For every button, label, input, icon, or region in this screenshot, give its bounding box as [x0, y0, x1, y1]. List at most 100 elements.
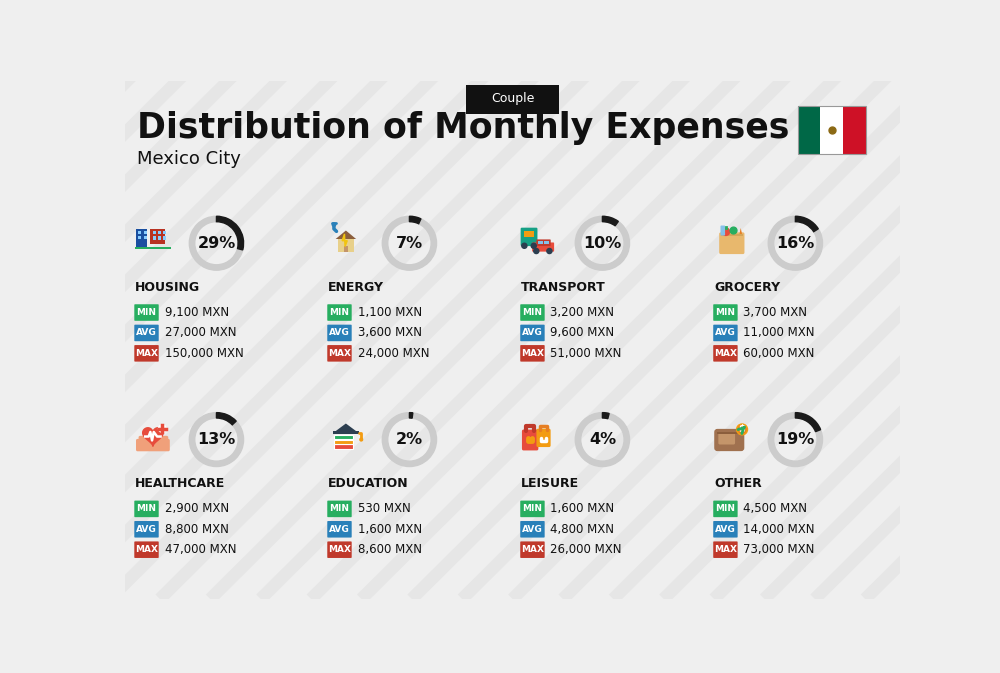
Text: AVG: AVG [522, 328, 543, 337]
FancyBboxPatch shape [334, 444, 335, 449]
Text: AVG: AVG [136, 328, 157, 337]
FancyBboxPatch shape [713, 304, 738, 321]
Text: 8,600 MXN: 8,600 MXN [358, 543, 422, 556]
Text: 3,600 MXN: 3,600 MXN [358, 326, 422, 339]
FancyBboxPatch shape [144, 236, 147, 239]
FancyBboxPatch shape [713, 324, 738, 341]
Text: MIN: MIN [137, 504, 157, 513]
Text: Couple: Couple [491, 92, 534, 105]
Text: MAX: MAX [521, 545, 544, 554]
Text: MIN: MIN [137, 308, 157, 317]
Wedge shape [602, 413, 609, 419]
Text: Mexico City: Mexico City [137, 149, 240, 168]
FancyBboxPatch shape [327, 304, 352, 321]
Bar [843, 106, 866, 154]
Text: AVG: AVG [329, 328, 350, 337]
Text: 9,100 MXN: 9,100 MXN [165, 306, 229, 319]
Circle shape [332, 223, 336, 226]
Text: MAX: MAX [135, 349, 158, 358]
Text: 16%: 16% [776, 236, 814, 251]
FancyBboxPatch shape [344, 246, 348, 252]
Text: ENERGY: ENERGY [328, 281, 384, 293]
FancyBboxPatch shape [327, 345, 352, 361]
FancyBboxPatch shape [134, 521, 159, 538]
Text: 27,000 MXN: 27,000 MXN [165, 326, 236, 339]
Circle shape [531, 243, 536, 248]
Circle shape [722, 228, 730, 236]
FancyBboxPatch shape [520, 304, 545, 321]
Wedge shape [795, 216, 818, 232]
Wedge shape [409, 216, 421, 223]
Text: 51,000 MXN: 51,000 MXN [550, 347, 622, 360]
FancyBboxPatch shape [532, 242, 554, 252]
Text: MIN: MIN [522, 504, 542, 513]
FancyBboxPatch shape [327, 521, 352, 538]
FancyBboxPatch shape [713, 521, 738, 538]
FancyBboxPatch shape [153, 436, 161, 444]
Text: 1,100 MXN: 1,100 MXN [358, 306, 422, 319]
Wedge shape [602, 216, 618, 225]
FancyBboxPatch shape [138, 236, 141, 239]
Polygon shape [342, 234, 347, 246]
FancyBboxPatch shape [524, 231, 534, 238]
Bar [820, 106, 843, 154]
Bar [798, 106, 820, 154]
FancyBboxPatch shape [134, 304, 159, 321]
FancyBboxPatch shape [538, 240, 543, 244]
Text: AVG: AVG [715, 525, 736, 534]
Text: MAX: MAX [714, 545, 737, 554]
FancyBboxPatch shape [134, 345, 159, 361]
Circle shape [730, 227, 737, 234]
Text: 1,600 MXN: 1,600 MXN [550, 502, 615, 516]
FancyBboxPatch shape [521, 227, 537, 246]
Circle shape [534, 248, 539, 254]
FancyBboxPatch shape [144, 231, 147, 234]
Circle shape [159, 425, 166, 432]
Text: $: $ [739, 425, 745, 434]
Polygon shape [739, 228, 742, 234]
FancyBboxPatch shape [153, 236, 156, 240]
Text: 3,700 MXN: 3,700 MXN [743, 306, 807, 319]
Text: Distribution of Monthly Expenses: Distribution of Monthly Expenses [137, 111, 789, 145]
Text: MIN: MIN [329, 504, 349, 513]
Polygon shape [336, 231, 356, 239]
Text: 4%: 4% [589, 432, 616, 447]
FancyBboxPatch shape [135, 247, 171, 249]
FancyBboxPatch shape [720, 225, 725, 236]
FancyBboxPatch shape [714, 429, 744, 451]
FancyBboxPatch shape [520, 345, 545, 361]
FancyBboxPatch shape [333, 431, 359, 435]
FancyBboxPatch shape [718, 433, 735, 444]
Wedge shape [216, 216, 244, 250]
Text: EDUCATION: EDUCATION [328, 477, 409, 490]
Text: 19%: 19% [776, 432, 814, 447]
FancyBboxPatch shape [520, 324, 545, 341]
FancyBboxPatch shape [334, 435, 335, 439]
Text: TRANSPORT: TRANSPORT [521, 281, 606, 293]
FancyBboxPatch shape [520, 521, 545, 538]
Text: AVG: AVG [715, 328, 736, 337]
Text: 9,600 MXN: 9,600 MXN [550, 326, 615, 339]
FancyBboxPatch shape [134, 324, 159, 341]
Text: MIN: MIN [329, 308, 349, 317]
Circle shape [737, 424, 748, 435]
FancyBboxPatch shape [163, 232, 166, 234]
FancyBboxPatch shape [334, 444, 353, 449]
FancyBboxPatch shape [466, 85, 559, 114]
Circle shape [738, 426, 746, 433]
Text: MIN: MIN [715, 308, 735, 317]
Bar [798, 106, 866, 154]
FancyBboxPatch shape [327, 501, 352, 517]
Wedge shape [795, 413, 821, 431]
FancyBboxPatch shape [721, 234, 743, 236]
Text: 8,800 MXN: 8,800 MXN [165, 523, 228, 536]
Circle shape [360, 438, 363, 441]
FancyBboxPatch shape [334, 435, 353, 439]
FancyBboxPatch shape [150, 229, 165, 244]
Text: HEALTHCARE: HEALTHCARE [135, 477, 225, 490]
FancyBboxPatch shape [158, 236, 161, 240]
Circle shape [522, 243, 527, 248]
Text: 24,000 MXN: 24,000 MXN [358, 347, 429, 360]
Text: AVG: AVG [522, 525, 543, 534]
FancyBboxPatch shape [153, 232, 156, 234]
